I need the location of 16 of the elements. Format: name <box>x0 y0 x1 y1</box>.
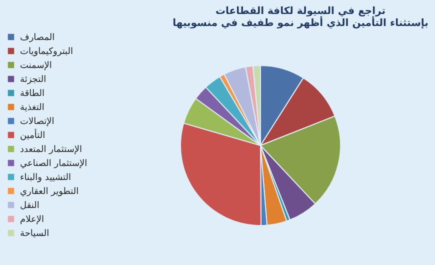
legend-label: الإعلام <box>20 215 44 225</box>
legend-label: الإسمنت <box>20 61 52 71</box>
legend-label: الإستثمار المتعدد <box>20 145 82 155</box>
legend-label: الإستثمار الصناعي <box>20 159 88 169</box>
legend-label: التجزئة <box>20 75 46 85</box>
legend-label: التشييد والبناء <box>20 173 71 183</box>
legend-label: المصارف <box>20 33 55 43</box>
legend-label: التطوير العقاري <box>20 187 79 197</box>
legend-label: السياحة <box>20 229 50 239</box>
legend-label: الطاقة <box>20 89 44 99</box>
legend-label: الإتصالات <box>20 117 54 127</box>
legend-label: البتروكيماويات <box>20 47 73 57</box>
legend-label: النقل <box>20 201 40 211</box>
legend-label: التغذية <box>20 103 44 113</box>
chart-title: تراجع في السيولة لكافة القطاعات بإستثناء التأمين الذي أظهر نمو طفيف في منسوبيها <box>172 6 428 29</box>
legend-label: التأمين <box>20 128 46 141</box>
